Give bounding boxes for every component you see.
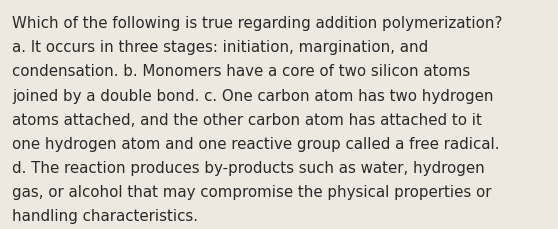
Text: gas, or alcohol that may compromise the physical properties or: gas, or alcohol that may compromise the … (12, 184, 492, 199)
Text: handling characteristics.: handling characteristics. (12, 208, 198, 223)
Text: condensation. b. Monomers have a core of two silicon atoms: condensation. b. Monomers have a core of… (12, 64, 470, 79)
Text: atoms attached, and the other carbon atom has attached to it: atoms attached, and the other carbon ato… (12, 112, 482, 127)
Text: a. It occurs in three stages: initiation, margination, and: a. It occurs in three stages: initiation… (12, 40, 429, 55)
Text: d. The reaction produces by-products such as water, hydrogen: d. The reaction produces by-products suc… (12, 160, 485, 175)
Text: Which of the following is true regarding addition polymerization?: Which of the following is true regarding… (12, 16, 503, 31)
Text: one hydrogen atom and one reactive group called a free radical.: one hydrogen atom and one reactive group… (12, 136, 500, 151)
Text: joined by a double bond. c. One carbon atom has two hydrogen: joined by a double bond. c. One carbon a… (12, 88, 494, 103)
